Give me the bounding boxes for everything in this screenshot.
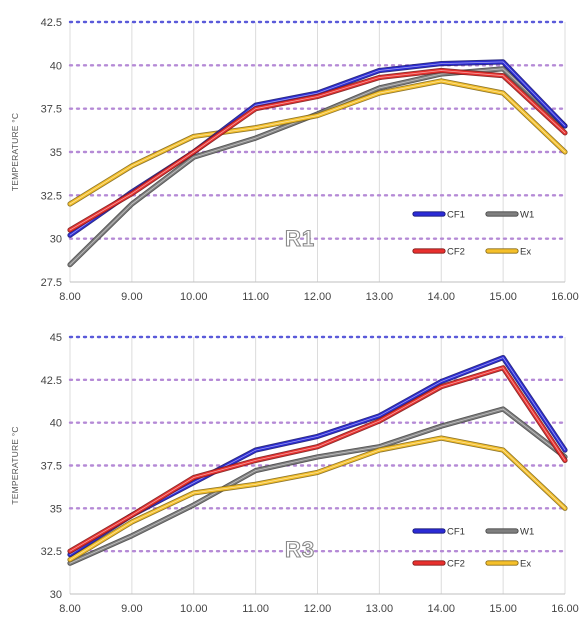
y-axis-label: TEMPERATURE °C bbox=[10, 113, 20, 191]
y-tick-label: 30 bbox=[50, 234, 62, 246]
legend-label: W1 bbox=[520, 527, 534, 538]
y-tick-label: 35 bbox=[50, 147, 62, 159]
x-tick-label: 8.00 bbox=[59, 603, 80, 615]
legend: CF1 W1 CF2 Ex bbox=[412, 527, 534, 570]
y-tick-label: 37.5 bbox=[41, 461, 62, 473]
series-line-cf2 bbox=[67, 365, 568, 554]
y-tick-label: 30 bbox=[50, 589, 62, 601]
legend-item-w1: W1 bbox=[485, 210, 534, 221]
legend-label: CF1 bbox=[447, 527, 465, 538]
series-line-ex bbox=[67, 435, 568, 563]
y-tick-label: 42.5 bbox=[41, 17, 62, 29]
x-tick-label: 11.00 bbox=[242, 291, 269, 303]
y-axis-label: TEMPERATURE °C bbox=[10, 426, 20, 504]
legend-label: W1 bbox=[520, 210, 534, 221]
x-tick-label: 16.00 bbox=[551, 603, 579, 615]
legend-label: CF2 bbox=[447, 559, 465, 570]
y-tick-label: 27.5 bbox=[41, 277, 62, 289]
series-line-ex bbox=[67, 78, 568, 207]
legend-label: Ex bbox=[520, 247, 531, 258]
legend-label: CF2 bbox=[447, 247, 465, 258]
x-tick-label: 14.00 bbox=[427, 291, 455, 303]
x-tick-label: 12.00 bbox=[304, 291, 332, 303]
x-tick-label: 10.00 bbox=[180, 291, 208, 303]
y-tick-label: 42.5 bbox=[41, 375, 62, 387]
x-tick-label: 11.00 bbox=[242, 603, 269, 615]
x-tick-label: 13.00 bbox=[366, 603, 394, 615]
x-tick-label: 15.00 bbox=[489, 603, 517, 615]
y-tick-label: 45 bbox=[50, 332, 62, 344]
legend: CF1 W1 CF2 Ex bbox=[412, 210, 534, 258]
x-tick-label: 14.00 bbox=[427, 603, 455, 615]
x-tick-label: 10.00 bbox=[180, 603, 208, 615]
x-tick-label: 12.00 bbox=[304, 603, 332, 615]
x-tick-label: 9.00 bbox=[121, 603, 142, 615]
legend-item-cf2: CF2 bbox=[412, 247, 465, 258]
legend-item-ex: Ex bbox=[485, 247, 531, 258]
y-tick-label: 40 bbox=[50, 418, 62, 430]
legend-label: CF1 bbox=[447, 210, 465, 221]
y-tick-label: 40 bbox=[50, 60, 62, 72]
legend-label: Ex bbox=[520, 559, 531, 570]
panel-label: R1 bbox=[285, 226, 315, 251]
x-tick-label: 15.00 bbox=[489, 291, 517, 303]
x-tick-label: 8.00 bbox=[59, 291, 80, 303]
y-tick-label: 37.5 bbox=[41, 104, 62, 116]
x-tick-label: 13.00 bbox=[366, 291, 394, 303]
y-tick-label: 32.5 bbox=[41, 546, 62, 558]
x-tick-label: 16.00 bbox=[551, 291, 579, 303]
legend-item-cf1: CF1 bbox=[412, 210, 465, 221]
chart-panel-r1: 27.5 30 32.5 35 37.5 40 42.5 8.00 9.00 10.00 11.00… bbox=[10, 17, 579, 303]
legend-item-cf1: CF1 bbox=[412, 527, 465, 538]
y-tick-label: 32.5 bbox=[41, 190, 62, 202]
series-line-cf2 bbox=[67, 67, 568, 233]
series-line-w1 bbox=[67, 406, 568, 566]
panel-label: R3 bbox=[285, 537, 315, 562]
chart-panel-r3: 30 32.5 35 37.5 40 42.5 45 8.00 9.00 10.00 11.00 12… bbox=[10, 332, 579, 615]
legend-item-w1: W1 bbox=[485, 527, 534, 538]
legend-item-cf2: CF2 bbox=[412, 559, 465, 570]
legend-item-ex: Ex bbox=[485, 559, 531, 570]
x-tick-label: 9.00 bbox=[121, 291, 142, 303]
y-tick-label: 35 bbox=[50, 503, 62, 515]
